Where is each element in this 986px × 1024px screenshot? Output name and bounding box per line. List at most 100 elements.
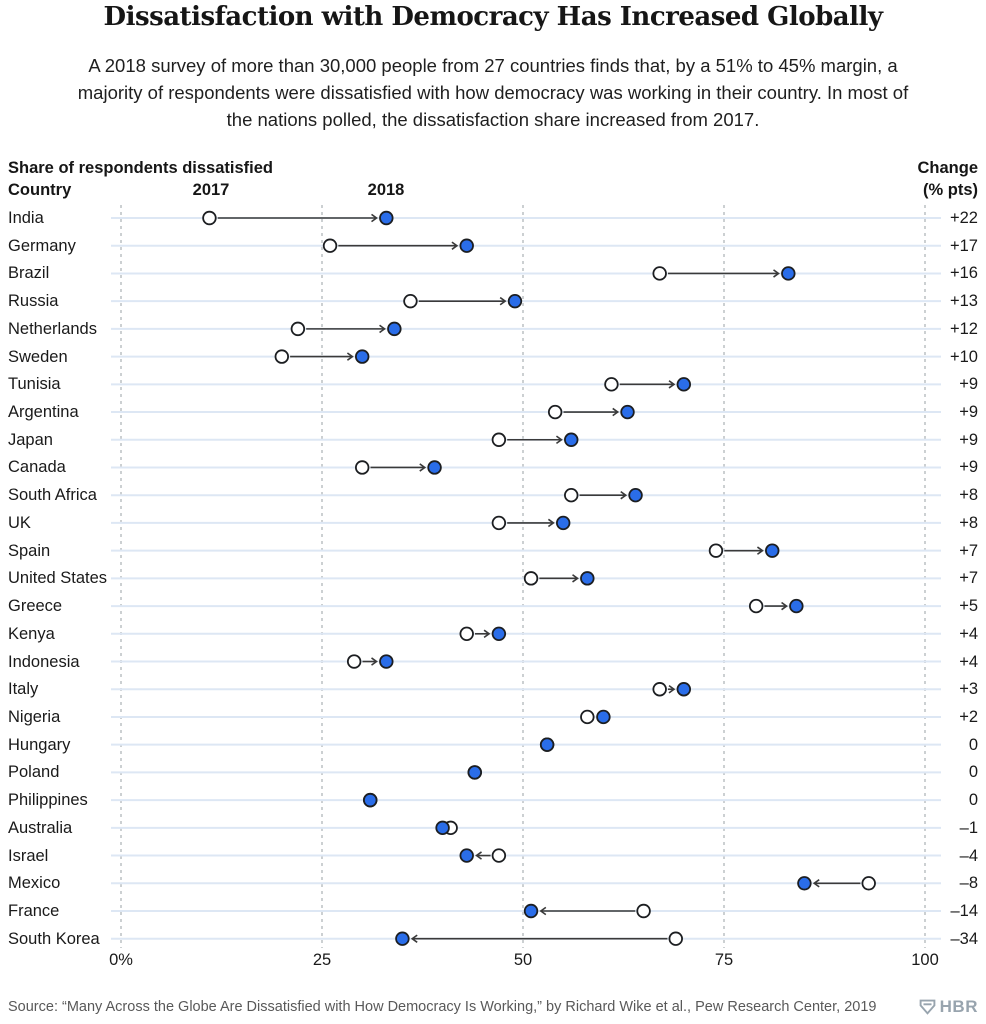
trend-arrow-head (379, 324, 386, 334)
trend-arrow-head (539, 906, 547, 916)
country-label: UK (8, 513, 31, 532)
column-header-country: Country (8, 181, 72, 199)
change-value: +16 (950, 264, 978, 283)
dot-2018 (556, 515, 571, 531)
dot-2017 (322, 238, 338, 253)
country-label: Greece (8, 597, 63, 616)
dot-2017 (564, 488, 579, 503)
change-value: –14 (950, 902, 978, 920)
change-value: +17 (950, 236, 978, 255)
dot-2017 (202, 210, 217, 226)
trend-arrow-head (499, 296, 507, 306)
country-label: Mexico (8, 874, 61, 893)
trend-arrow-head (346, 352, 354, 361)
dot-2018 (491, 626, 507, 642)
change-value: +13 (950, 292, 978, 311)
country-label: Hungary (8, 735, 71, 754)
change-value: +8 (959, 486, 978, 505)
dot-plot-area (0, 205, 986, 948)
axis-tick-label: 0% (109, 951, 133, 969)
country-label: India (8, 209, 44, 227)
page-title: Dissatisfaction with Democracy Has Incre… (103, 2, 883, 32)
change-value: 0 (968, 791, 978, 810)
dot-2017 (491, 515, 507, 531)
dot-2017 (708, 543, 724, 558)
trend-arrow-head (483, 629, 491, 639)
source-credit: Source: “Many Across the Globe Are Dissa… (8, 999, 877, 1015)
change-value: +7 (959, 541, 978, 560)
country-label: Brazil (8, 264, 50, 283)
dot-2018 (435, 820, 450, 836)
column-header-2017: 2017 (192, 181, 230, 199)
country-label: South Korea (8, 929, 100, 948)
country-label: France (8, 902, 60, 920)
country-label: Italy (8, 680, 39, 699)
dot-2017 (652, 682, 667, 697)
trend-arrow-head (410, 934, 418, 943)
dot-2017 (580, 709, 595, 725)
country-label: Australia (8, 818, 73, 837)
brand-logo-text: HBR (939, 997, 978, 1016)
dot-2017 (355, 460, 370, 475)
change-value: +4 (959, 624, 978, 643)
dot-2018 (781, 266, 796, 281)
change-value: –8 (959, 874, 978, 893)
dot-plot-svg (111, 205, 941, 948)
trend-arrow-head (668, 684, 676, 694)
country-label: Philippines (8, 791, 88, 810)
dot-2017 (274, 349, 290, 364)
dot-2018 (507, 293, 523, 309)
trend-arrow-head (756, 546, 764, 555)
country-label: Israel (8, 846, 49, 865)
change-value: 0 (968, 763, 978, 782)
trend-arrow-head (773, 269, 780, 278)
country-label: South Africa (8, 486, 97, 505)
dot-2018 (765, 543, 780, 558)
brand-logo: HBR (919, 997, 978, 1017)
dot-2018 (459, 238, 474, 253)
axis-tick-label: 25 (312, 951, 332, 969)
trend-arrow-head (371, 213, 378, 223)
change-value: +4 (959, 652, 978, 671)
change-value: +5 (959, 597, 978, 616)
country-label: Argentina (8, 403, 79, 422)
change-value: +9 (959, 403, 978, 422)
trend-arrow-head (371, 657, 378, 666)
dot-2017 (459, 626, 474, 642)
dot-2018 (628, 488, 643, 503)
country-label: Kenya (8, 624, 55, 643)
change-value: +7 (959, 569, 978, 588)
country-label: Japan (8, 430, 53, 449)
dot-2018 (539, 737, 555, 752)
change-value: +9 (959, 430, 978, 449)
trend-arrow-head (419, 463, 427, 472)
dot-2018 (564, 432, 579, 447)
change-value: –1 (959, 818, 978, 837)
dot-2017 (491, 432, 507, 447)
axis-tick-label: 75 (714, 951, 734, 969)
country-label: Tunisia (8, 375, 61, 394)
hbr-shield-icon (919, 999, 936, 1015)
country-label: United States (8, 569, 108, 588)
country-label: Indonesia (8, 652, 80, 671)
dot-2017 (403, 293, 418, 309)
dot-2018 (387, 321, 402, 337)
axis-tick-label: 50 (513, 951, 533, 969)
dot-2018 (427, 460, 442, 475)
dot-2017 (491, 848, 507, 863)
dot-2018 (459, 848, 474, 863)
column-header-change-units: (% pts) (923, 181, 978, 199)
dot-2018 (676, 682, 692, 697)
dot-2018 (620, 404, 635, 420)
country-label: Sweden (8, 347, 68, 366)
dot-2018 (363, 792, 378, 808)
dot-2017 (636, 903, 651, 919)
change-value: +10 (950, 347, 978, 366)
change-value: –4 (959, 846, 978, 865)
change-value: +9 (959, 375, 978, 394)
change-value: +12 (950, 319, 978, 338)
trend-arrow-head (475, 851, 482, 860)
dot-2017 (668, 931, 683, 946)
dot-2017 (523, 571, 539, 586)
dot-2017 (547, 404, 563, 420)
